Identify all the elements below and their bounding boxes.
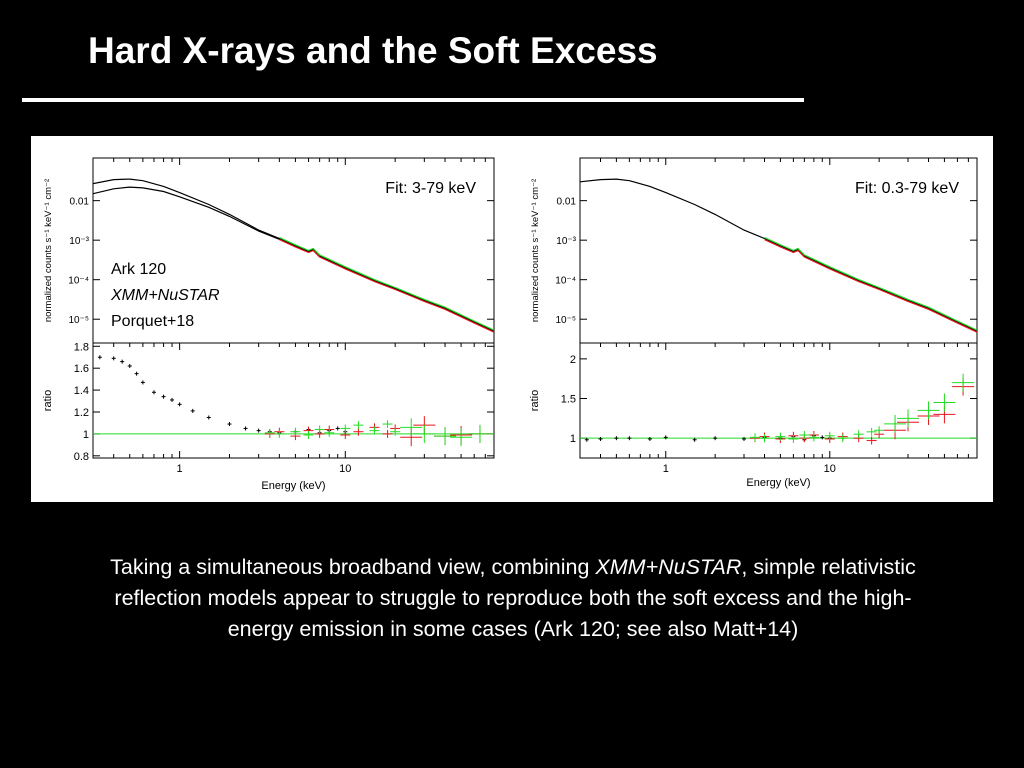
spectrum-y-tick-label: 10⁻⁴ <box>555 276 576 287</box>
spectrum-model-line-1 <box>93 178 494 332</box>
fit-label: Fit: 0.3-79 keV <box>855 180 959 197</box>
ratio-y-tick-label: 1.5 <box>561 394 576 406</box>
annotation-instruments: XMM+NuSTAR <box>110 287 220 304</box>
spectrum-model-line-2 <box>93 186 494 332</box>
annotation-reference: Porquet+18 <box>111 313 194 330</box>
spectrum-data-red <box>279 239 494 333</box>
x-axis-label: Energy (keV) <box>746 477 810 489</box>
ratio-y-tick-label: 0.8 <box>74 451 89 463</box>
ratio-frame <box>579 342 978 459</box>
spectrum-data-red <box>764 239 977 333</box>
title-underline <box>22 98 804 102</box>
spectrum-y-axis-label: normalized counts s⁻¹ keV⁻¹ cm⁻² <box>530 179 541 322</box>
slide-title: Hard X-rays and the Soft Excess <box>88 30 658 71</box>
ratio-frame <box>92 342 495 459</box>
spectrum-data-green <box>279 236 494 331</box>
spectrum-y-tick-label: 10⁻³ <box>69 236 89 247</box>
ratio-y-axis-label: ratio <box>42 390 54 411</box>
ratio-y-tick-label: 1.2 <box>74 407 89 419</box>
x-tick-label: 10 <box>824 463 836 475</box>
ratio-y-tick-label: 1.8 <box>74 341 89 353</box>
spectrum-y-axis-label: normalized counts s⁻¹ keV⁻¹ cm⁻² <box>43 179 54 322</box>
slide-caption: Taking a simultaneous broadband view, co… <box>100 552 926 645</box>
figure-panel: 1 10 Energy (keV) 0.01 10⁻³ 10⁻⁴ 10⁻⁵ normalize… <box>31 136 993 502</box>
spectrum-y-tick-label: 10⁻⁴ <box>68 276 89 287</box>
ratio-y-tick-label: 1 <box>570 433 576 445</box>
spectrum-data-green <box>764 236 977 331</box>
spectrum-y-tick-label: 10⁻⁵ <box>68 315 89 326</box>
ratio-y-tick-label: 2 <box>570 354 576 366</box>
ratio-y-tick-label: 1.4 <box>74 385 89 397</box>
ratio-y-tick-label: 1.6 <box>74 363 89 375</box>
spectra-figure: 1 10 Energy (keV) 0.01 10⁻³ 10⁻⁴ 10⁻⁵ normalize… <box>42 157 978 492</box>
x-tick-label: 1 <box>177 463 183 475</box>
x-axis-label: Energy (keV) <box>261 480 325 492</box>
caption-text-pre: Taking a simultaneous broadband view, co… <box>110 555 596 579</box>
ratio-y-tick-label: 1 <box>83 429 89 441</box>
spectrum-y-tick-label: 10⁻⁵ <box>555 315 576 326</box>
spectrum-model-line-1 <box>580 178 977 332</box>
spectrum-y-tick-label: 10⁻³ <box>556 236 576 247</box>
x-tick-label: 10 <box>339 463 351 475</box>
annotation-source: Ark 120 <box>111 261 166 278</box>
x-tick-label: 1 <box>663 463 669 475</box>
ratio-y-axis-label: ratio <box>529 390 541 411</box>
caption-text-post: , simple relativistic reflection models … <box>114 555 916 641</box>
fit-label: Fit: 3-79 keV <box>385 180 476 197</box>
caption-text-em: XMM+NuSTAR <box>595 555 742 579</box>
spectrum-y-tick-label: 0.01 <box>557 197 577 208</box>
spectrum-y-tick-label: 0.01 <box>70 197 90 208</box>
